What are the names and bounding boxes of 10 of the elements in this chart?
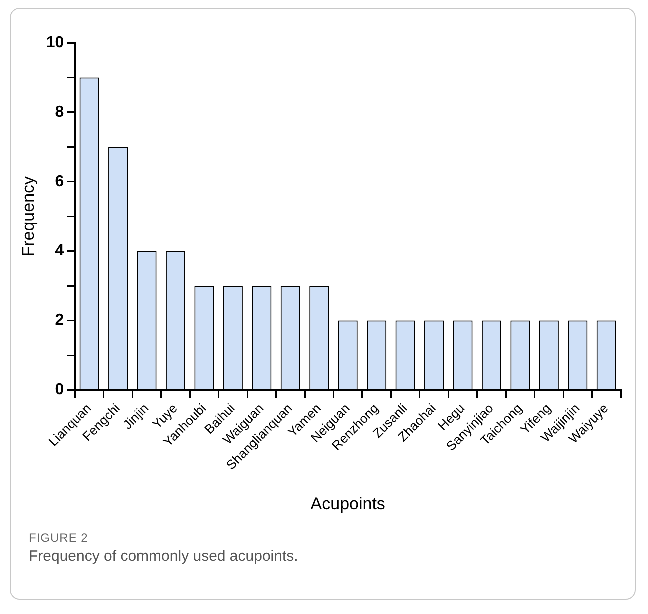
y-axis-title: Frequency — [18, 176, 38, 257]
y-tick-label: 4 — [55, 242, 64, 260]
y-tick-label: 2 — [55, 312, 64, 330]
text: Frequency of commonly used acupoints. — [29, 548, 298, 565]
caption: FIGURE 2 — [29, 531, 90, 545]
y-tick-label: 0 — [55, 382, 64, 399]
y-tick-label: 8 — [55, 104, 64, 121]
y-tick-label: 6 — [55, 173, 64, 190]
x-axis-title: Acupoints — [310, 494, 386, 514]
y-tick-label: 10 — [46, 34, 64, 52]
